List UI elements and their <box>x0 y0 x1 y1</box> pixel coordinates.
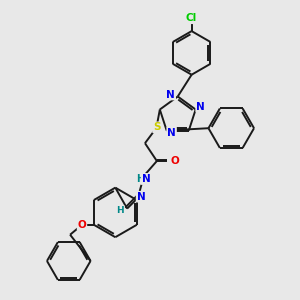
Text: O: O <box>170 156 179 166</box>
Text: H: H <box>116 206 124 215</box>
Text: N: N <box>136 192 146 202</box>
Text: N: N <box>196 101 205 112</box>
Text: N: N <box>167 89 175 100</box>
Text: N: N <box>167 128 176 137</box>
Text: H: H <box>136 174 144 184</box>
Text: N: N <box>142 174 150 184</box>
Text: S: S <box>153 122 160 132</box>
Text: Cl: Cl <box>186 13 197 23</box>
Text: O: O <box>78 220 86 230</box>
